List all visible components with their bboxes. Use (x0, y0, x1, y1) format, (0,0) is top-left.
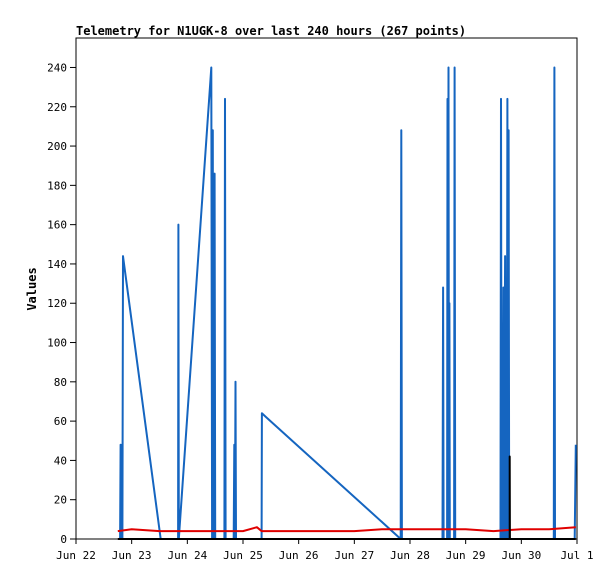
y-tick-label: 220 (47, 101, 67, 114)
y-axis: 0 20 40 60 80 100 120 140 160 180 200 220 240 (47, 61, 76, 546)
y-tick-label: 60 (54, 415, 67, 428)
y-tick-label: 80 (54, 376, 67, 389)
y-tick-label: 40 (54, 454, 67, 467)
series-line-2 (117, 526, 576, 533)
x-tick-label: Jun 25 (223, 549, 263, 562)
series-line-3 (117, 455, 576, 540)
y-tick-label: 120 (47, 297, 67, 310)
y-axis-label: Values (25, 267, 39, 310)
x-tick-label: Jun 30 (501, 549, 541, 562)
chart-title: Telemetry for N1UGK-8 over last 240 hour… (76, 24, 466, 38)
x-tick-label: Jul 1 (560, 549, 593, 562)
y-tick-label: 160 (47, 219, 67, 232)
x-tick-label: Jun 24 (167, 549, 207, 562)
x-tick-label: Jun 23 (112, 549, 152, 562)
y-tick-label: 140 (47, 258, 67, 271)
series-group (117, 66, 577, 540)
series-line-1 (119, 66, 577, 540)
y-tick-label: 100 (47, 337, 67, 350)
x-tick-label: Jun 29 (446, 549, 486, 562)
x-tick-label: Jun 28 (390, 549, 430, 562)
x-axis: Jun 22 Jun 23 Jun 24 Jun 25 Jun 26 Jun 27 Jun … (56, 539, 594, 562)
y-tick-label: 0 (60, 533, 67, 546)
y-tick-label: 200 (47, 140, 67, 153)
x-tick-label: Jun 26 (279, 549, 319, 562)
x-tick-label: Jun 22 (56, 549, 96, 562)
y-tick-label: 180 (47, 179, 67, 192)
y-tick-label: 240 (47, 61, 67, 74)
y-tick-label: 20 (54, 494, 67, 507)
x-tick-label: Jun 27 (334, 549, 374, 562)
